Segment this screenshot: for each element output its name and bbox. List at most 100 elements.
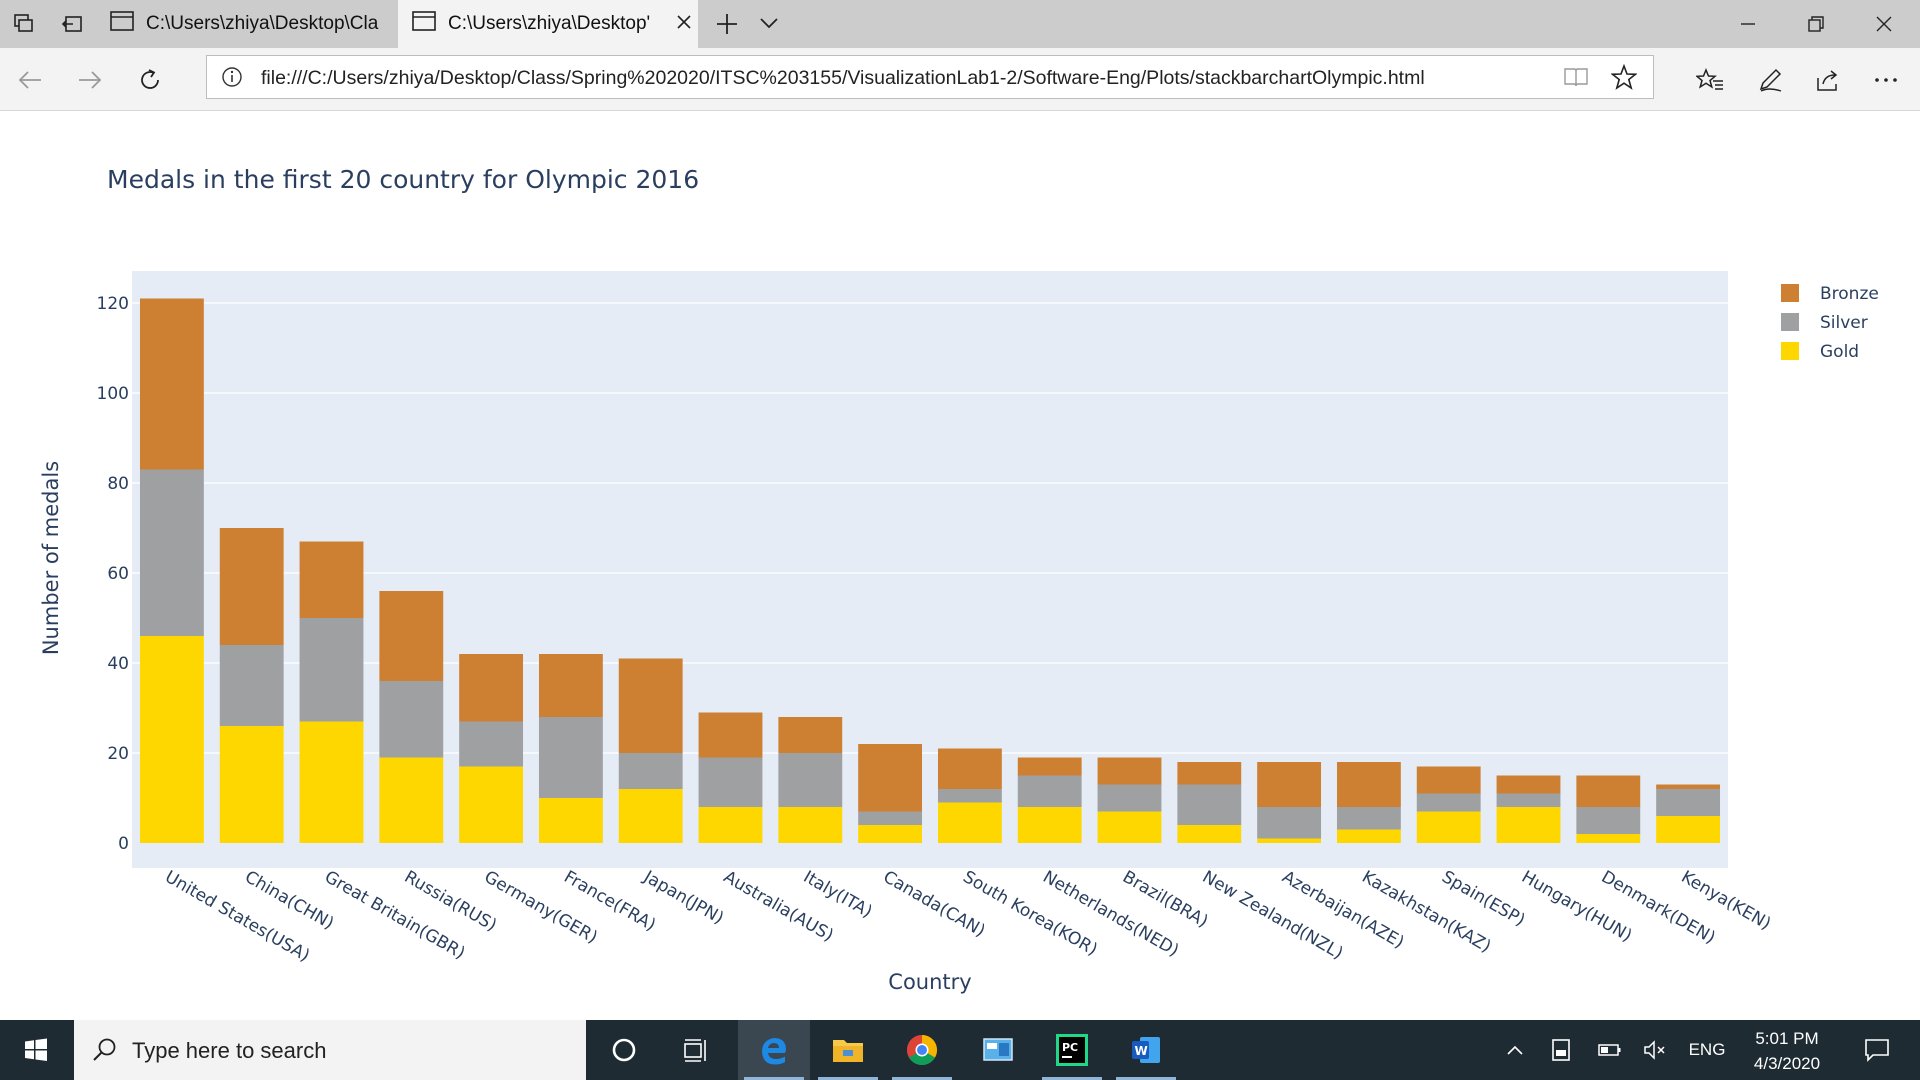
bar-silver[interactable] [1177,784,1242,826]
legend-item-silver[interactable]: Silver [1781,313,1868,333]
star-icon[interactable] [1610,63,1638,94]
bar-gold[interactable] [538,798,603,843]
info-icon[interactable] [221,66,243,92]
favorites-button[interactable] [1690,60,1730,100]
bar-silver[interactable] [1257,807,1322,839]
bar-silver[interactable] [538,717,603,798]
bar-bronze[interactable] [1017,757,1082,776]
bar-bronze[interactable] [858,744,923,812]
bar-bronze[interactable] [937,748,1002,790]
bar-bronze[interactable] [219,528,284,645]
taskbar-app-edge[interactable] [738,1020,810,1080]
bar-bronze[interactable] [538,654,603,717]
bar-gold[interactable] [219,726,284,843]
bar-silver[interactable] [1576,807,1641,834]
bar-gold[interactable] [1097,811,1162,844]
bar-bronze[interactable] [1177,762,1242,785]
bar-silver[interactable] [219,645,284,726]
language-indicator[interactable]: ENG [1688,1040,1726,1059]
notification-center-icon[interactable] [1850,1020,1904,1080]
bar-gold[interactable] [1496,807,1561,843]
bar-silver[interactable] [299,618,364,722]
speaker-muted-icon[interactable] [1638,1020,1672,1080]
bar-bronze[interactable] [1416,766,1481,794]
set-tabs-aside-icon[interactable] [60,12,84,36]
bar-gold[interactable] [937,802,1002,844]
bar-silver[interactable] [858,811,923,826]
bar-gold[interactable] [1416,811,1481,844]
bar-silver[interactable] [698,757,763,808]
notes-button[interactable] [1750,60,1790,100]
bar-silver[interactable] [1416,793,1481,812]
restore-button[interactable] [1782,0,1850,48]
taskbar-app-chrome[interactable] [886,1020,958,1080]
back-button[interactable] [10,60,50,100]
bar-bronze[interactable] [1097,757,1162,785]
bar-bronze[interactable] [1496,775,1561,794]
bar-silver[interactable] [139,469,204,637]
bar-gold[interactable] [698,807,763,843]
bar-gold[interactable] [379,757,444,844]
bar-bronze[interactable] [139,298,204,470]
show-hidden-icons-chevron-up-icon[interactable] [1498,1020,1532,1080]
bar-silver[interactable] [778,753,843,807]
tab-inactive[interactable]: C:\Users\zhiya\Desktop\Cla [96,0,392,48]
bar-gold[interactable] [139,636,204,843]
close-window-button[interactable] [1850,0,1918,48]
bar-bronze[interactable] [459,654,524,722]
bar-bronze[interactable] [698,712,763,758]
close-tab-button[interactable] [670,13,698,36]
bar-silver[interactable] [379,681,444,758]
tab-active[interactable]: C:\Users\zhiya\Desktop' [398,0,698,48]
bar-gold[interactable] [1177,825,1242,843]
bar-silver[interactable] [618,753,683,789]
bar-silver[interactable] [1496,793,1561,808]
bar-silver[interactable] [1336,807,1401,830]
bar-bronze[interactable] [379,591,444,681]
minimize-button[interactable] [1714,0,1782,48]
bar-gold[interactable] [459,766,524,844]
forward-button[interactable] [70,60,110,100]
bar-bronze[interactable] [778,717,843,753]
storage-device-icon[interactable] [1544,1020,1578,1080]
bar-silver[interactable] [1097,784,1162,812]
bar-gold[interactable] [618,789,683,843]
share-button[interactable] [1808,60,1848,100]
bar-gold[interactable] [299,721,364,844]
task-view-button[interactable] [660,1020,732,1080]
legend-item-gold[interactable]: Gold [1781,342,1859,362]
bar-gold[interactable] [1576,834,1641,843]
bar-gold[interactable] [1656,816,1721,843]
bar-gold[interactable] [1017,807,1082,843]
bar-silver[interactable] [1656,789,1721,816]
tab-list-button[interactable] [758,12,780,38]
cortana-button[interactable] [588,1020,660,1080]
bar-bronze[interactable] [1656,784,1721,790]
clock[interactable]: 5:01 PM 4/3/2020 [1732,1026,1842,1076]
more-button[interactable] [1866,60,1906,100]
bar-gold[interactable] [1336,829,1401,844]
bar-bronze[interactable] [1336,762,1401,807]
bar-silver[interactable] [1017,775,1082,808]
taskbar-app-control-panel[interactable] [962,1020,1034,1080]
bar-bronze[interactable] [1576,775,1641,808]
bar-gold[interactable] [1257,838,1322,844]
bar-gold[interactable] [858,825,923,843]
bar-bronze[interactable] [618,658,683,754]
taskbar-app-file-explorer[interactable] [812,1020,884,1080]
taskbar-app-word[interactable]: W [1110,1020,1182,1080]
bar-bronze[interactable] [1257,762,1322,807]
bar-bronze[interactable] [299,541,364,619]
bar-gold[interactable] [778,807,843,843]
tab-actions-icon[interactable] [12,12,36,36]
bar-silver[interactable] [459,721,524,767]
battery-icon[interactable] [1592,1020,1626,1080]
taskbar-search-box[interactable]: Type here to search [74,1020,586,1080]
bar-silver[interactable] [937,789,1002,803]
start-button[interactable] [0,1020,72,1080]
book-icon[interactable] [1563,66,1589,92]
taskbar-app-pycharm[interactable]: PC [1036,1020,1108,1080]
legend-item-bronze[interactable]: Bronze [1781,284,1879,304]
address-bar[interactable]: file:///C:/Users/zhiya/Desktop/Class/Spr… [206,55,1654,99]
refresh-button[interactable] [130,60,170,100]
